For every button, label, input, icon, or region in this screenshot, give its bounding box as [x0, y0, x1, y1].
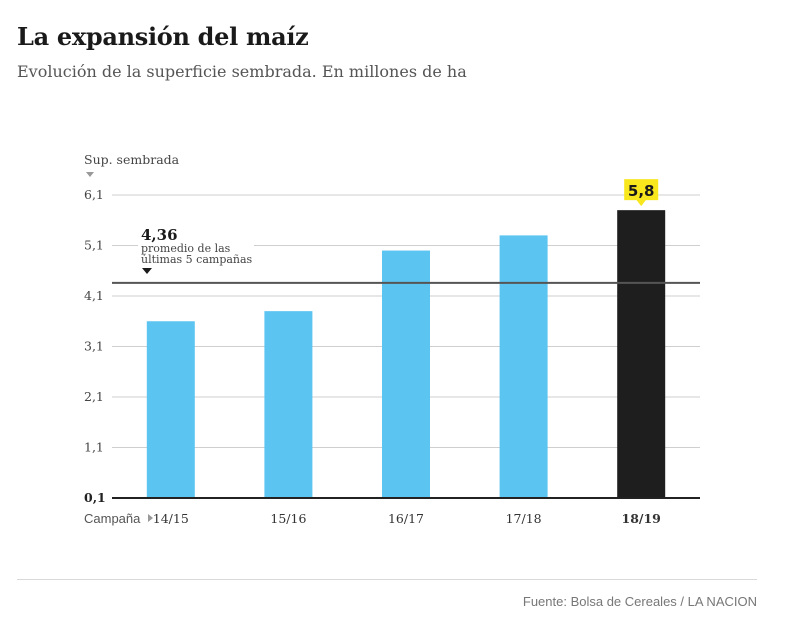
x-tick-label: 14/15: [153, 511, 189, 526]
x-axis-label-marker-icon: [148, 514, 153, 522]
average-value-label: 4,36: [141, 226, 178, 244]
chart-subtitle: Evolución de la superficie sembrada. En …: [17, 62, 467, 81]
average-note-line: promedio de las: [141, 242, 231, 255]
callout-pointer-icon: [636, 199, 647, 207]
x-tick-label: 17/18: [506, 511, 542, 526]
y-axis-label-marker-icon: [86, 172, 94, 177]
highlight-callout-box: [624, 179, 659, 201]
y-tick-label: 2,1: [84, 389, 104, 404]
y-tick-labels: 0,1 1,1 2,1 3,1 4,1 5,1 6,1: [84, 187, 106, 505]
footer-divider: [17, 579, 757, 580]
y-tick-label: 0,1: [84, 490, 106, 505]
bar: [264, 311, 313, 498]
y-tick-label: 3,1: [84, 339, 104, 354]
average-note-background: [138, 224, 254, 274]
x-axis-label: Campaña: [84, 511, 141, 526]
x-tick-label: 15/16: [270, 511, 306, 526]
source-note: Fuente: Bolsa de Cereales / LA NACION: [522, 594, 757, 609]
bar: [499, 235, 548, 498]
chart-title: La expansión del maíz: [17, 22, 309, 51]
x-tick-labels: 14/15 15/16 16/17 17/18 18/19: [153, 511, 661, 526]
y-tick-label: 6,1: [84, 187, 104, 202]
highlight-callout: 5,8: [624, 179, 659, 207]
x-tick-label: 18/19: [622, 511, 661, 526]
bars: [112, 210, 700, 499]
down-arrow-icon: [142, 268, 152, 274]
highlight-value-label: 5,8: [628, 182, 655, 200]
y-axis-label: Sup. sembrada: [84, 152, 180, 167]
bar-chart: Sup. sembrada 0,1 1,1 2,1 3,1 4,1 5,1 6,1 4,36…: [84, 152, 700, 526]
x-tick-label: 16/17: [388, 511, 424, 526]
y-tick-label: 4,1: [84, 288, 104, 303]
average-note-line: últimas 5 campañas: [141, 253, 253, 266]
y-tick-label: 5,1: [84, 238, 104, 253]
y-tick-label: 1,1: [84, 440, 104, 455]
bar: [382, 250, 430, 498]
bar: [617, 210, 666, 498]
bar: [146, 321, 195, 498]
